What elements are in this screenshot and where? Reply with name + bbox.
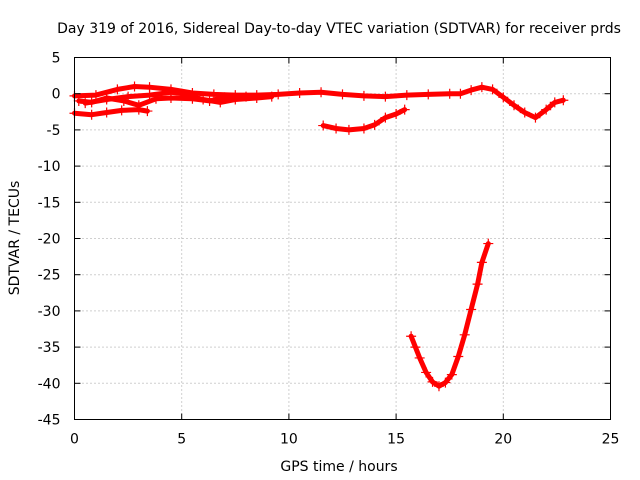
data-point [476, 82, 487, 93]
x-axis-label: GPS time / hours [280, 459, 397, 475]
series-line [408, 241, 491, 389]
data-point [406, 331, 417, 342]
data-point [215, 97, 226, 108]
data-point [316, 87, 327, 98]
data-point [331, 123, 342, 134]
y-tick-label: -30 [38, 304, 61, 320]
y-tick-label: 5 [52, 51, 61, 67]
data-point [266, 91, 277, 102]
y-tick-label: -20 [38, 232, 61, 248]
x-tick-label: 20 [494, 432, 512, 448]
data-point [380, 112, 391, 123]
data-point [466, 85, 477, 96]
data-point [273, 89, 284, 100]
data-point [459, 329, 470, 340]
data-point [519, 107, 530, 118]
data-point [90, 90, 101, 101]
data-point [318, 120, 329, 131]
data-point [73, 95, 84, 106]
data-point [410, 342, 421, 353]
x-tick-label: 15 [387, 432, 405, 448]
x-tick-label: 10 [280, 432, 298, 448]
data-point [530, 112, 541, 123]
data-point [476, 257, 487, 268]
data-series [69, 81, 569, 392]
data-point [414, 352, 425, 363]
data-point [421, 367, 432, 378]
data-point [86, 109, 97, 120]
y-axis-label: SDTVAR / TECUs [7, 181, 23, 296]
data-point [433, 381, 444, 392]
data-point [453, 351, 464, 362]
data-point [369, 119, 380, 130]
data-point [230, 94, 241, 105]
data-point [401, 90, 412, 101]
data-point [558, 95, 569, 106]
data-point [129, 81, 140, 92]
series-arc-5 [318, 104, 410, 135]
data-point [165, 87, 176, 98]
ticks: 0 5 10 15 20 25 5 0 -5 -10 -15 -20 -25 -30 -35 -40 -45 [38, 51, 620, 448]
x-tick-label: 5 [177, 432, 186, 448]
data-point [142, 106, 153, 117]
chart-title: Day 319 of 2016, Sidereal Day-to-day VTE… [57, 21, 621, 37]
data-point [483, 238, 494, 249]
data-point [399, 104, 410, 115]
y-tick-label: -35 [38, 340, 61, 356]
y-tick-label: -40 [38, 376, 61, 392]
data-point [487, 84, 498, 95]
data-point [358, 90, 369, 101]
data-point [446, 369, 457, 380]
data-point [358, 123, 369, 134]
data-point [427, 376, 438, 387]
y-tick-label: -15 [38, 195, 61, 211]
y-tick-label: -5 [47, 123, 61, 139]
data-point [133, 104, 144, 115]
data-point [541, 104, 552, 115]
data-point [198, 94, 209, 105]
data-point [380, 91, 391, 102]
data-point [509, 100, 520, 111]
data-point [472, 279, 483, 290]
data-point [116, 105, 127, 116]
data-point [498, 92, 509, 103]
y-tick-label: 0 [52, 87, 61, 103]
data-point [549, 97, 560, 108]
data-point [101, 107, 112, 118]
data-point [337, 89, 348, 100]
data-point [251, 93, 262, 104]
x-tick-label: 25 [602, 432, 620, 448]
data-point [101, 94, 112, 105]
y-tick-label: -10 [38, 159, 61, 175]
data-point [294, 87, 305, 98]
data-point [112, 84, 123, 95]
data-point [343, 124, 354, 135]
data-point [455, 88, 466, 99]
grid [74, 57, 611, 420]
y-tick-label: -45 [38, 413, 61, 429]
data-point [423, 89, 434, 100]
data-point [80, 98, 91, 109]
data-point [440, 377, 451, 388]
data-point [391, 108, 402, 119]
series-arc-4 [80, 87, 277, 109]
data-point [176, 88, 187, 99]
x-tick-label: 0 [70, 432, 79, 448]
data-point [144, 90, 155, 101]
series-arc-6 [406, 238, 494, 392]
data-point [466, 304, 477, 315]
data-point [444, 88, 455, 99]
y-tick-label: -25 [38, 268, 61, 284]
data-point [123, 91, 134, 102]
